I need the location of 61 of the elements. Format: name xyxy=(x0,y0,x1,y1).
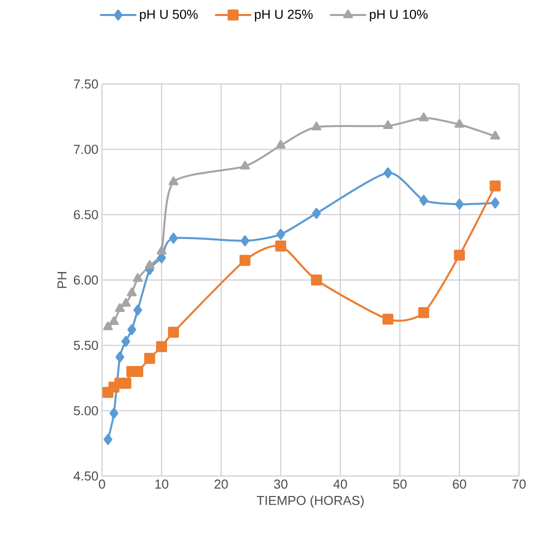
x-tick-label: 0 xyxy=(98,480,106,489)
y-tick-label: 5.50 xyxy=(74,340,98,350)
point xyxy=(418,307,430,318)
point xyxy=(382,314,394,325)
point xyxy=(127,324,136,336)
x-tick-label: 10 xyxy=(155,480,168,489)
y-tick-label: 7.00 xyxy=(74,144,98,154)
point xyxy=(109,316,119,326)
point xyxy=(454,119,464,128)
y-tick-label: 4.50 xyxy=(74,471,98,481)
point xyxy=(312,208,321,219)
legend-label: pH U 10% xyxy=(370,10,428,22)
point xyxy=(312,122,322,130)
point xyxy=(490,197,500,208)
point xyxy=(275,240,286,252)
point xyxy=(120,378,132,389)
point xyxy=(116,352,124,363)
point xyxy=(239,254,250,266)
point xyxy=(168,176,178,186)
point xyxy=(383,120,393,130)
legend-label: pH U 25% xyxy=(254,10,313,22)
x-tick-label: 40 xyxy=(333,480,347,489)
x-tick-label: 20 xyxy=(214,480,228,489)
point xyxy=(114,303,125,312)
point xyxy=(121,336,130,347)
legend-label: pH U 50% xyxy=(140,10,198,22)
point xyxy=(276,228,286,240)
point xyxy=(240,160,250,170)
point xyxy=(455,198,464,210)
point xyxy=(144,352,156,364)
x-axis-title: TIEMPO (HORAS) xyxy=(256,496,364,508)
point xyxy=(120,298,131,307)
point xyxy=(104,434,112,445)
x-tick-label: 30 xyxy=(274,480,288,489)
point xyxy=(418,112,429,122)
point xyxy=(156,341,168,352)
point xyxy=(454,250,465,261)
point xyxy=(240,235,250,246)
point xyxy=(490,130,500,140)
point xyxy=(132,273,143,282)
point xyxy=(384,167,392,178)
point xyxy=(156,246,166,254)
point xyxy=(310,274,322,286)
point xyxy=(276,140,286,149)
point xyxy=(419,194,428,206)
x-tick-label: 70 xyxy=(512,480,526,489)
y-tick-label: 7.50 xyxy=(74,79,98,89)
x-tick-label: 60 xyxy=(452,480,466,489)
y-axis-title: PH xyxy=(58,272,66,288)
point xyxy=(169,232,178,244)
x-tick-label: 50 xyxy=(393,480,407,489)
y-tick-label: 6.00 xyxy=(74,275,98,285)
y-tick-label: 5.00 xyxy=(74,406,98,416)
point xyxy=(144,260,155,269)
point xyxy=(168,326,179,338)
point xyxy=(490,180,501,192)
point xyxy=(133,304,142,316)
point xyxy=(110,408,118,419)
y-tick-label: 6.50 xyxy=(74,210,98,220)
point xyxy=(103,322,113,330)
point xyxy=(126,288,137,296)
